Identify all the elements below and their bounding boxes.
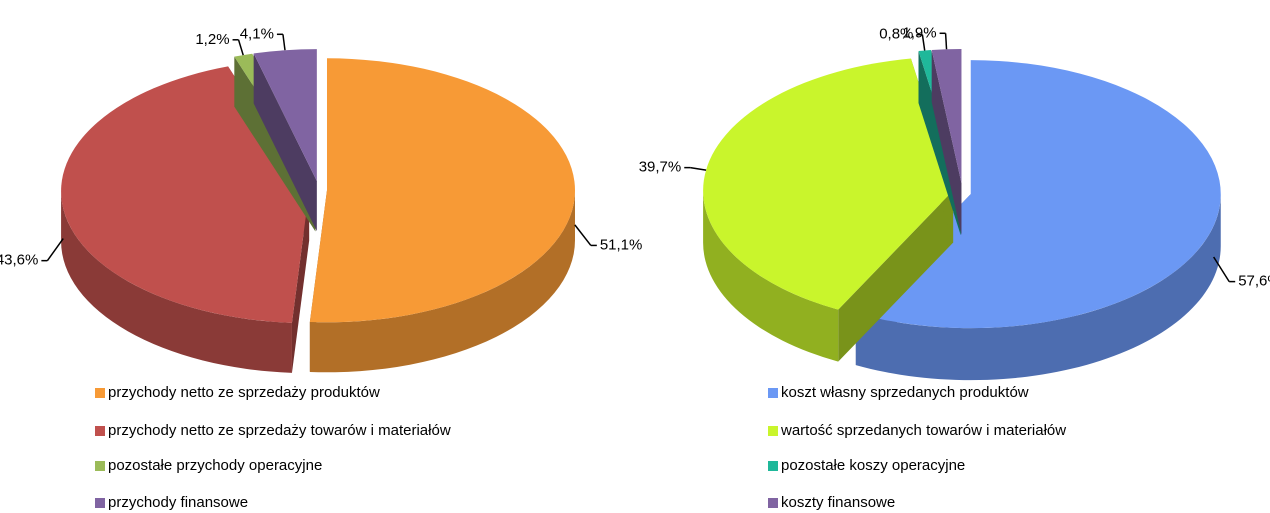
- leader-line: [282, 34, 286, 51]
- slice-top: [703, 58, 954, 310]
- pie-slice: [931, 49, 962, 236]
- slice-cut-face: [838, 190, 954, 362]
- legend-label: przychody netto ze sprzedaży towarów i m…: [108, 422, 451, 439]
- legend-swatch: [768, 388, 778, 398]
- data-label: 39,7%: [639, 159, 682, 176]
- data-label: 51,1%: [600, 236, 643, 253]
- slice-side: [703, 190, 839, 362]
- leader-line: [690, 166, 707, 171]
- slice-side: [61, 191, 292, 373]
- slice-side: [855, 194, 1221, 381]
- legend-label: koszty finansowe: [781, 494, 895, 511]
- legend-swatch: [95, 388, 105, 398]
- legend-label: pozostałe koszy operacyjne: [781, 457, 965, 474]
- slice-top: [61, 66, 310, 323]
- legend-swatch: [95, 461, 105, 471]
- pie-slice: [253, 49, 317, 232]
- leader-line: [574, 224, 592, 246]
- legend-swatch: [95, 426, 105, 436]
- leader-line: [1213, 256, 1230, 283]
- legend-swatch: [768, 498, 778, 508]
- legend-label: przychody finansowe: [108, 494, 248, 511]
- legend-swatch: [768, 426, 778, 436]
- legend-label: przychody netto ze sprzedaży produktów: [108, 384, 380, 401]
- legend-swatch: [95, 498, 105, 508]
- pie-slice: [703, 58, 954, 362]
- slice-cut-face: [253, 53, 317, 232]
- data-label: 1,9%: [902, 24, 936, 41]
- leader-line: [944, 33, 948, 50]
- leader-line: [237, 39, 244, 56]
- slice-cut-face: [918, 51, 961, 236]
- legend-label: koszt własny sprzedanych produktów: [781, 384, 1029, 401]
- slice-cut-face: [291, 191, 310, 373]
- leader-line: [46, 238, 64, 262]
- data-label: 57,6%: [1238, 273, 1270, 290]
- data-label: 1,2%: [195, 31, 229, 48]
- slice-top: [931, 49, 962, 184]
- data-label: 43,6%: [0, 252, 38, 269]
- legend-swatch: [768, 461, 778, 471]
- slice-top: [855, 60, 1221, 329]
- slice-cut-face: [931, 49, 962, 236]
- legend-label: wartość sprzedanych towarów i materiałów: [780, 422, 1066, 439]
- pie-slice: [309, 58, 575, 373]
- leader-line: [921, 34, 926, 51]
- slice-top: [309, 58, 575, 323]
- data-label: 0,8%: [879, 26, 913, 43]
- slice-top: [253, 49, 317, 182]
- data-label: 4,1%: [240, 25, 274, 42]
- legend-label: pozostałe przychody operacyjne: [108, 457, 322, 474]
- slice-side: [309, 190, 575, 373]
